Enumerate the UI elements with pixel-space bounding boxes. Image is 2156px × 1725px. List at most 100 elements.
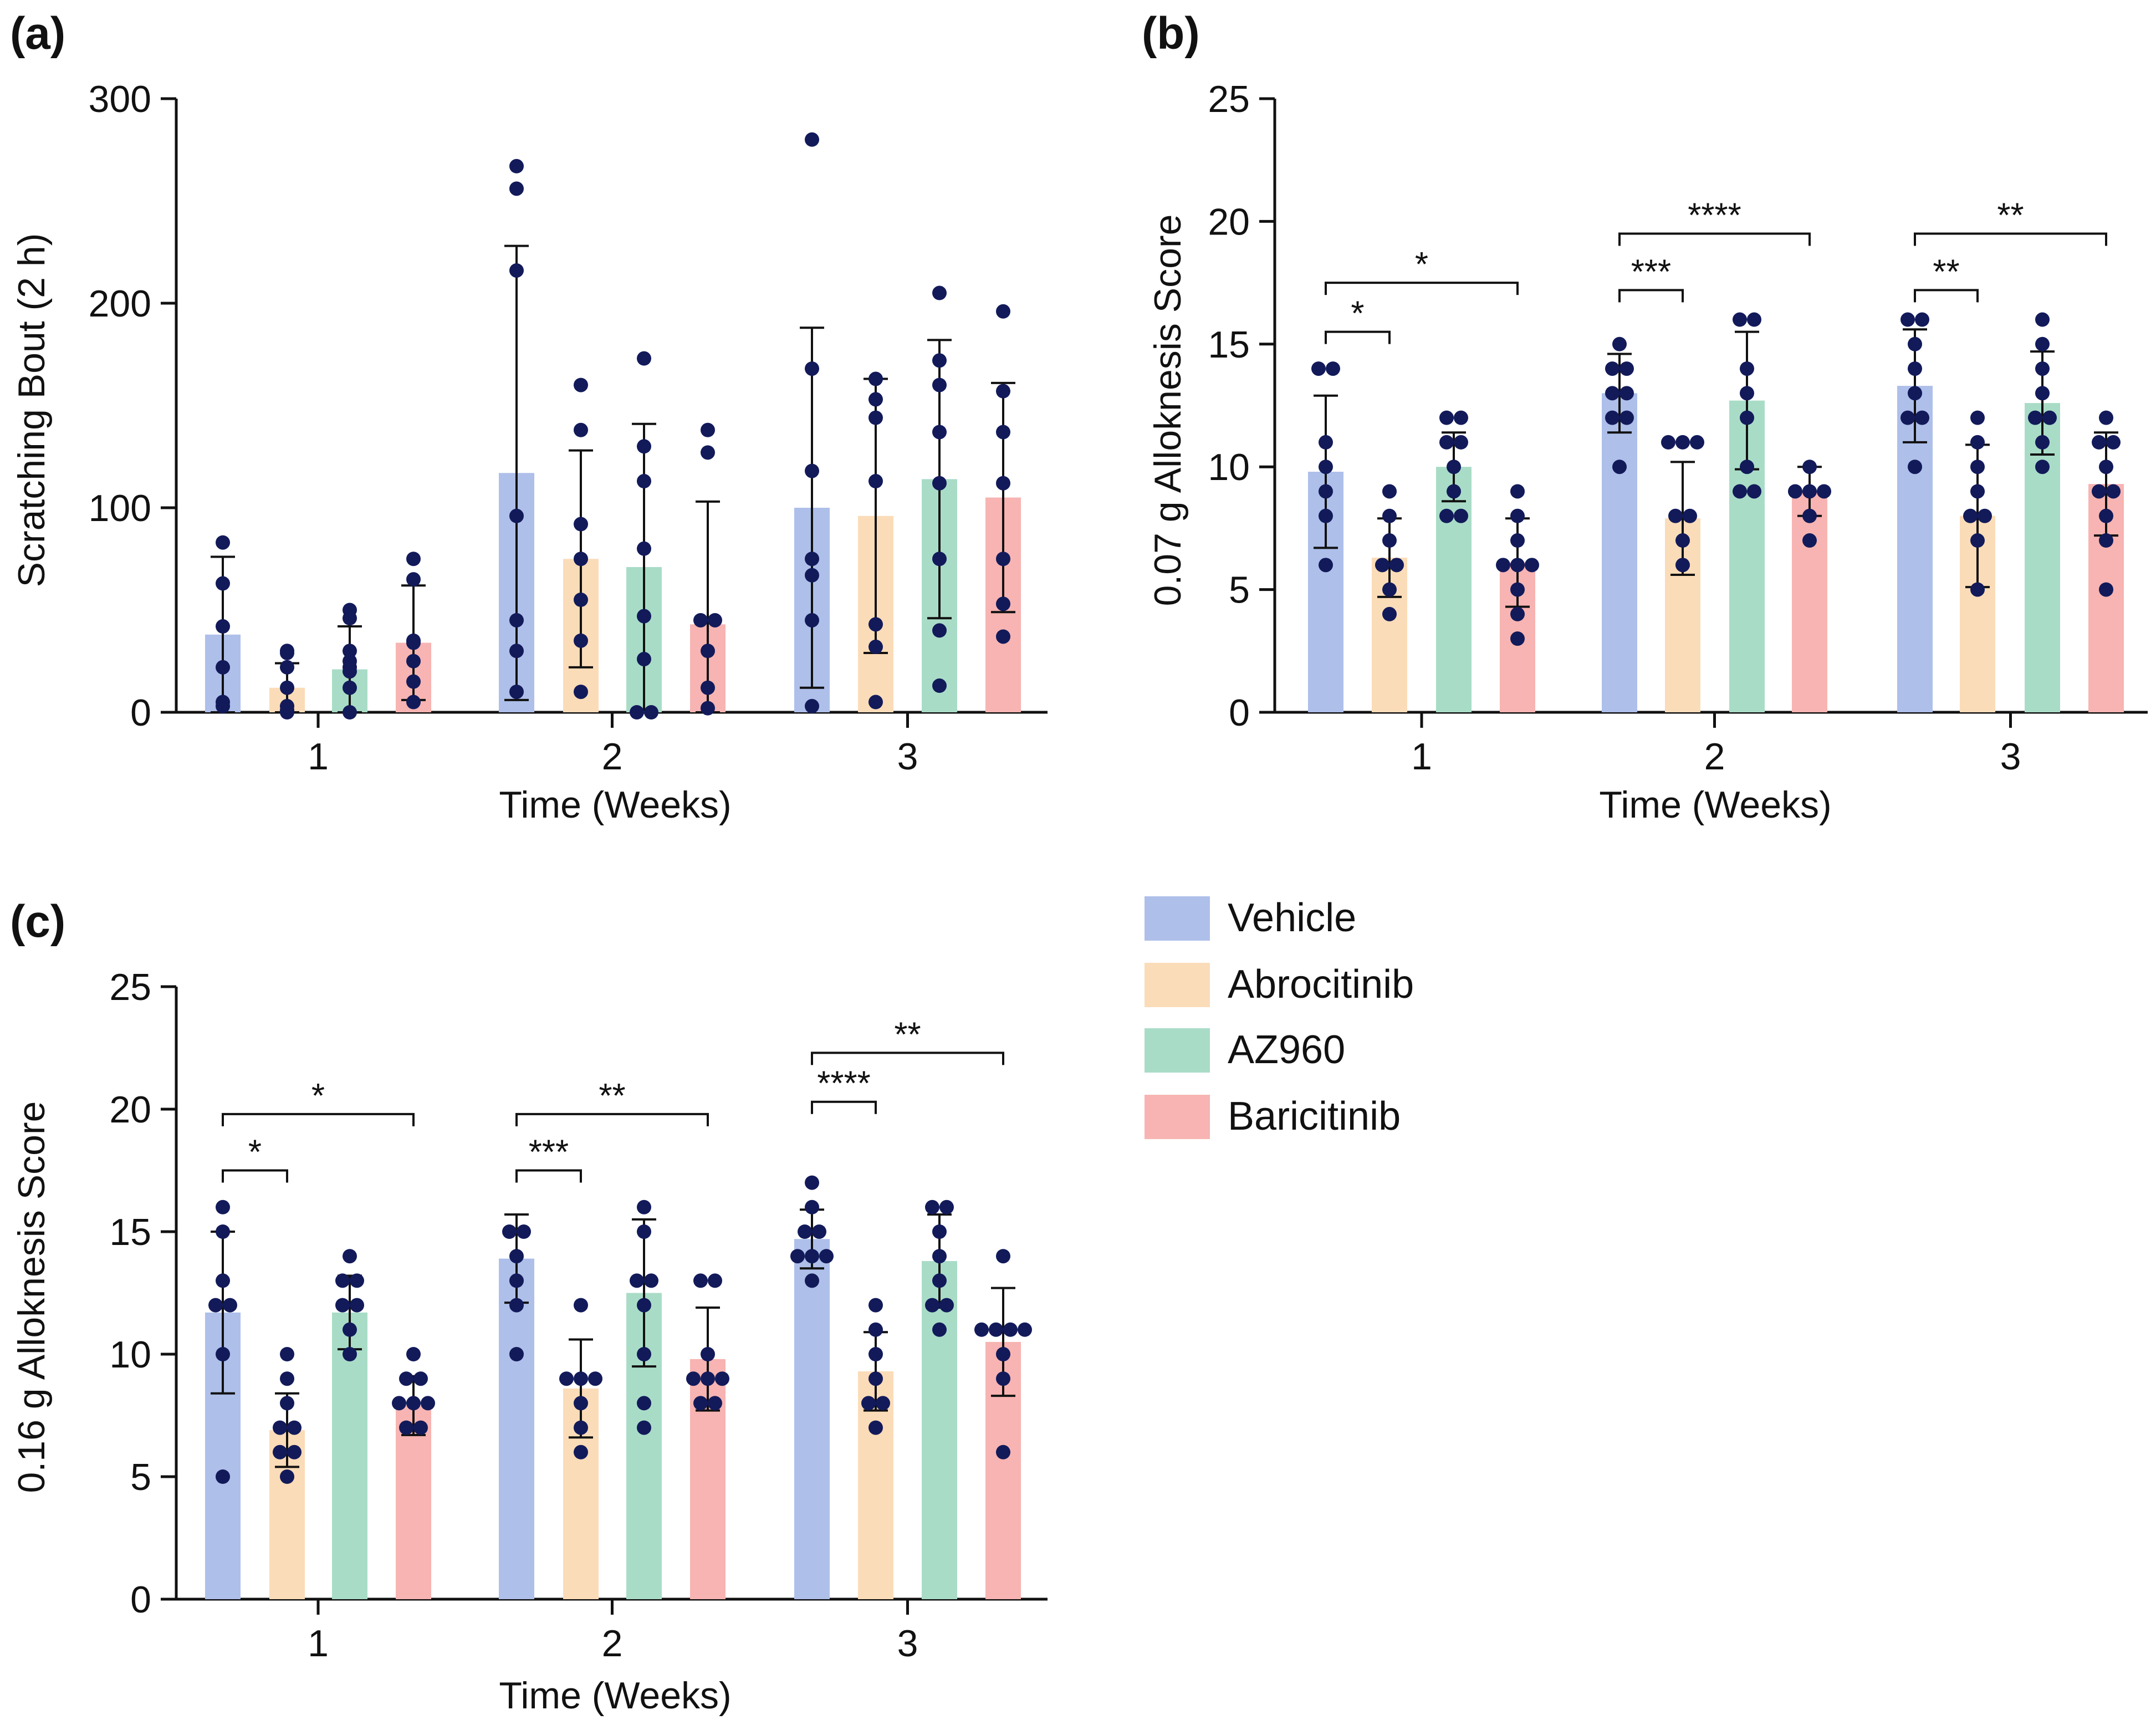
- data-point: [1382, 484, 1397, 499]
- y-tick-label: 100: [89, 487, 151, 529]
- data-point: [1690, 435, 1704, 450]
- data-point: [1447, 460, 1461, 474]
- data-point: [574, 685, 588, 700]
- significance-label: *: [1351, 295, 1364, 333]
- data-point: [1817, 484, 1831, 499]
- y-tick-label: 25: [109, 966, 151, 1008]
- data-point: [1675, 533, 1690, 548]
- bar-az960-week-1: [1436, 467, 1472, 712]
- data-point: [1311, 361, 1326, 376]
- significance-bracket: [1325, 330, 1391, 344]
- data-point: [216, 698, 230, 713]
- data-point: [509, 644, 524, 659]
- data-point: [1740, 410, 1754, 425]
- data-point: [413, 1371, 428, 1386]
- legend-swatch: [1145, 963, 1210, 1007]
- significance-bracket: [1914, 289, 1979, 303]
- data-point: [925, 1200, 939, 1214]
- legend-item-az960: AZ960: [1145, 1028, 1345, 1073]
- data-point: [996, 1371, 1010, 1386]
- data-point: [715, 1371, 729, 1386]
- data-point: [798, 1224, 812, 1239]
- panel-c-xlabel: Time (Weeks): [499, 1675, 731, 1717]
- data-point: [2099, 508, 2113, 523]
- bar-baricitinib-week-1: [396, 1405, 431, 1599]
- data-point: [1900, 312, 1915, 327]
- data-point: [574, 1298, 588, 1313]
- data-point: [216, 1347, 230, 1361]
- data-point: [1510, 558, 1525, 573]
- legend-swatch: [1145, 1095, 1210, 1139]
- data-point: [574, 377, 588, 392]
- data-point: [216, 535, 230, 550]
- data-point: [932, 1224, 947, 1239]
- data-point: [2099, 460, 2113, 474]
- data-point: [343, 664, 357, 679]
- significance-bracket: [811, 1100, 877, 1114]
- data-point: [406, 572, 421, 587]
- data-point: [1447, 484, 1461, 499]
- y-tick-label: 0: [1229, 692, 1250, 734]
- data-point: [868, 1298, 883, 1313]
- significance-label: *: [248, 1134, 262, 1172]
- data-point: [701, 1347, 715, 1361]
- data-point: [406, 635, 421, 650]
- y-tick-label: 200: [89, 283, 151, 325]
- data-point: [2035, 435, 2050, 450]
- x-tick-label: 2: [602, 736, 623, 778]
- bar-baricitinib-week-2: [1792, 491, 1827, 712]
- data-point: [805, 568, 819, 583]
- significance-label: **: [1997, 197, 2024, 235]
- data-point: [1915, 410, 1929, 425]
- significance-bracket: [811, 1052, 1004, 1065]
- data-point: [1619, 386, 1634, 401]
- data-point: [406, 552, 421, 567]
- bar-vehicle-week-2: [1602, 393, 1637, 712]
- x-tick-label: 3: [897, 1622, 918, 1665]
- data-point: [399, 1371, 413, 1386]
- data-point: [1319, 460, 1333, 474]
- significance-bracket: [515, 1169, 582, 1183]
- data-point: [1439, 435, 1454, 450]
- data-point: [421, 1396, 435, 1411]
- data-point: [1612, 460, 1627, 474]
- data-point: [805, 552, 819, 567]
- data-point: [974, 1322, 989, 1337]
- data-point: [1970, 582, 1985, 597]
- data-point: [1908, 460, 1922, 474]
- data-point: [509, 1273, 524, 1288]
- data-point: [1496, 558, 1510, 573]
- data-point: [509, 263, 524, 278]
- data-point: [637, 351, 651, 366]
- data-point: [1439, 508, 1454, 523]
- data-point: [406, 695, 421, 710]
- data-point: [1683, 508, 1697, 523]
- data-point: [989, 1322, 1003, 1337]
- data-point: [868, 617, 883, 632]
- data-point: [1970, 410, 1985, 425]
- significance-bracket: [1618, 232, 1811, 246]
- data-point: [1375, 558, 1389, 573]
- data-point: [2035, 460, 2050, 474]
- significance-label: ***: [1631, 253, 1671, 291]
- data-point: [509, 181, 524, 196]
- data-point: [925, 1298, 939, 1313]
- x-tick-label: 2: [602, 1622, 623, 1665]
- data-point: [287, 1420, 302, 1435]
- legend-label: Abrocitinib: [1228, 962, 1414, 1007]
- data-point: [868, 392, 883, 407]
- significance-label: ***: [529, 1134, 569, 1172]
- data-point: [1802, 533, 1817, 548]
- significance-label: *: [311, 1077, 325, 1115]
- data-point: [1605, 386, 1619, 401]
- data-point: [1802, 484, 1817, 499]
- data-point: [1788, 484, 1802, 499]
- panel-c: (c) 0.16 g Alloknesis Score Time (Weeks)…: [10, 896, 1048, 1717]
- data-point: [2035, 336, 2050, 351]
- significance-bracket: [1618, 289, 1684, 303]
- data-point: [996, 384, 1010, 399]
- data-point: [280, 1396, 294, 1411]
- panel-a-plot: 0 100 200 300 1 2 3: [89, 78, 1048, 778]
- y-tick-label: 0: [130, 692, 151, 734]
- data-point: [350, 1273, 364, 1288]
